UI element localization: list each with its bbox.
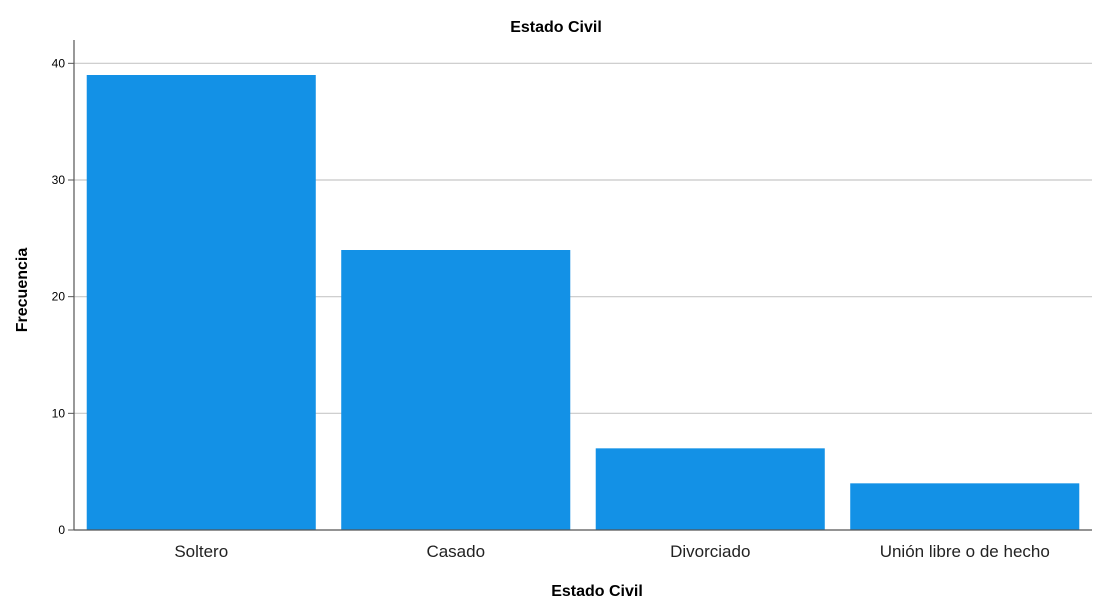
y-tick-label: 20 — [52, 290, 66, 304]
axes — [73, 40, 1092, 531]
y-axis-label: Frecuencia — [14, 248, 31, 333]
x-tick-label: Divorciado — [670, 542, 750, 561]
bar-0 — [86, 75, 316, 530]
bar-3 — [850, 483, 1080, 530]
x-axis-label: Estado Civil — [551, 583, 643, 599]
x-tick-label: Unión libre o de hecho — [880, 542, 1050, 561]
x-tick-labels: Soltero Casado Divorciado Unión libre o de … — [174, 542, 1050, 561]
bars — [86, 75, 1080, 530]
chart-title: Estado Civil — [510, 19, 602, 36]
y-tick-label: 10 — [52, 406, 66, 420]
x-tick-label: Soltero — [174, 542, 228, 561]
x-tick-label: Casado — [426, 542, 485, 561]
y-tick-labels: 0 10 20 30 40 — [52, 56, 74, 537]
y-tick-label: 40 — [52, 56, 66, 70]
bar-2 — [595, 448, 825, 530]
bar-1 — [341, 250, 571, 530]
y-tick-label: 30 — [52, 173, 66, 187]
y-tick-label: 0 — [58, 523, 65, 537]
